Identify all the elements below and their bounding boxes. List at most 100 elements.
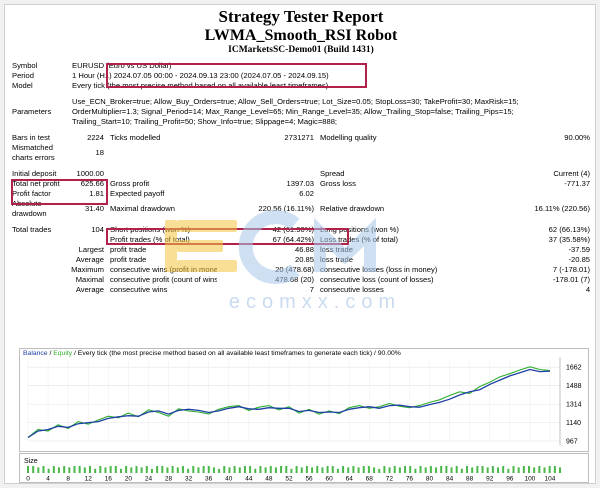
y-tick-label: 1140 — [566, 420, 581, 427]
gross-profit-value: 1397.03 — [286, 179, 314, 188]
size-bar — [68, 467, 71, 473]
size-bar — [321, 467, 324, 473]
x-tick-label: 4 — [46, 476, 50, 483]
model-label: Model — [12, 81, 33, 90]
largest-loss-trade-value: -37.59 — [568, 245, 591, 254]
size-bar — [176, 467, 179, 473]
size-bar — [202, 466, 205, 473]
size-bar — [156, 466, 159, 473]
size-bar — [378, 468, 381, 473]
size-bar — [125, 466, 128, 473]
size-bar — [285, 466, 288, 473]
size-bar — [455, 466, 458, 473]
ticks-label: Ticks modelled — [110, 133, 161, 142]
size-bar — [517, 467, 520, 473]
size-bar — [528, 466, 531, 473]
size-bar — [373, 467, 376, 473]
x-tick-label: 100 — [524, 476, 535, 483]
parameters-line-1: Use_ECN_Broker=true; Allow_Buy_Orders=tr… — [72, 97, 519, 106]
profit-factor-label: Profit factor — [12, 189, 51, 198]
size-bar — [254, 468, 257, 473]
x-tick-label: 52 — [285, 476, 293, 483]
largest-label: Largest — [78, 245, 104, 254]
size-label: Size — [24, 458, 38, 465]
size-bar — [218, 468, 221, 473]
expected-payoff-label: Expected payoff — [110, 189, 165, 198]
maximal-consecutive-profit-value: 478.68 (20) — [275, 275, 314, 284]
average-consecutive-wins-value: 7 — [309, 285, 314, 294]
quality-value: 90.00% — [564, 133, 591, 142]
size-bar — [212, 467, 215, 473]
x-tick-label: 8 — [66, 476, 70, 483]
size-bar — [63, 466, 66, 473]
x-tick-label: 88 — [466, 476, 474, 483]
size-bar — [140, 467, 143, 473]
max-consecutive-wins-label: consecutive wins (profit in money) — [110, 265, 217, 274]
size-bar — [491, 466, 494, 473]
deposit-value: 1000.00 — [76, 169, 104, 178]
maximal-consecutive-loss-value: -178.01 (7) — [552, 275, 591, 284]
size-bar — [311, 467, 314, 473]
parameters-line-3: Trailing_Start=10; Trailing_Profit=50; S… — [72, 117, 338, 126]
model-value: Every tick (the most precise method base… — [72, 81, 329, 90]
maximal-consecutive-loss-label: consecutive loss (count of losses) — [320, 275, 434, 284]
size-bar — [305, 466, 308, 473]
absolute-drawdown-label: Absolute drawdown — [12, 199, 47, 218]
loss-trades-label: Loss trades (% of total) — [320, 235, 399, 244]
size-bar — [114, 466, 117, 473]
x-tick-label: 68 — [366, 476, 374, 483]
size-bar — [83, 467, 86, 473]
size-bar — [543, 467, 546, 473]
x-tick-label: 40 — [225, 476, 233, 483]
size-bar — [223, 466, 226, 473]
size-bar — [57, 467, 60, 473]
deposit-label: Initial deposit — [12, 169, 57, 178]
size-bar — [533, 467, 536, 473]
size-bar — [264, 467, 267, 473]
size-bar — [409, 466, 412, 473]
size-bar — [166, 467, 169, 473]
size-bar — [522, 466, 525, 473]
symbol-value: EURUSD (Euro vs US Dollar) — [72, 61, 172, 70]
server-name: ICMarketsSC-Demo01 (Build 1431) — [228, 45, 374, 55]
long-positions-label: Long positions (won %) — [320, 225, 399, 234]
size-bar — [383, 466, 386, 473]
size-chart: Size 0 4 8 12 16 20 24 28 32 36 40 44 48 52 56 60 64 68 72 7… — [19, 453, 589, 483]
relative-drawdown-value: 16.11% (220.56) — [534, 204, 591, 213]
largest-profit-trade-value: 46.88 — [294, 245, 314, 254]
size-bar — [192, 466, 195, 473]
gross-loss-label: Gross loss — [320, 179, 356, 188]
average-loss-trade-value: -20.85 — [568, 255, 591, 264]
legend-description: / Every tick (the most precise method ba… — [72, 350, 401, 357]
size-bar — [398, 467, 401, 473]
relative-drawdown-label: Relative drawdown — [320, 204, 385, 213]
symbol-label: Symbol — [12, 61, 38, 70]
period-label: Period — [12, 71, 34, 80]
balance-chart-plot: 1662 1488 1314 1140 967 — [27, 357, 582, 446]
x-tick-label: 64 — [346, 476, 354, 483]
size-bar — [471, 467, 474, 473]
bars-label: Bars in test — [12, 133, 50, 142]
size-bar — [37, 467, 40, 473]
gross-profit-label: Gross profit — [110, 179, 150, 188]
net-profit-value: 625.66 — [80, 179, 104, 188]
parameters-line-2: OrderMultiplier=1.3; Signal_Period=14; M… — [72, 107, 514, 116]
size-bar — [331, 466, 334, 473]
size-bar — [357, 467, 360, 473]
max-consecutive-losses-label: consecutive losses (loss in money) — [320, 265, 438, 274]
maximal-consecutive-profit-label: consecutive profit (count of wins) — [110, 275, 217, 284]
size-bar — [280, 466, 283, 473]
x-tick-label: 56 — [305, 476, 313, 483]
size-bar — [171, 466, 174, 473]
robot-name: LWMA_Smooth_RSI Robot — [204, 27, 398, 44]
size-bar — [295, 466, 298, 473]
maximal-label: Maximal — [75, 275, 104, 284]
size-bar — [507, 468, 510, 473]
x-tick-label: 20 — [125, 476, 133, 483]
size-bar — [404, 466, 407, 473]
average-consecutive-losses-label: consecutive losses — [320, 285, 384, 294]
total-trades-label: Total trades — [12, 225, 52, 234]
parameters-label: Parameters — [12, 107, 52, 116]
size-bar — [42, 466, 45, 473]
